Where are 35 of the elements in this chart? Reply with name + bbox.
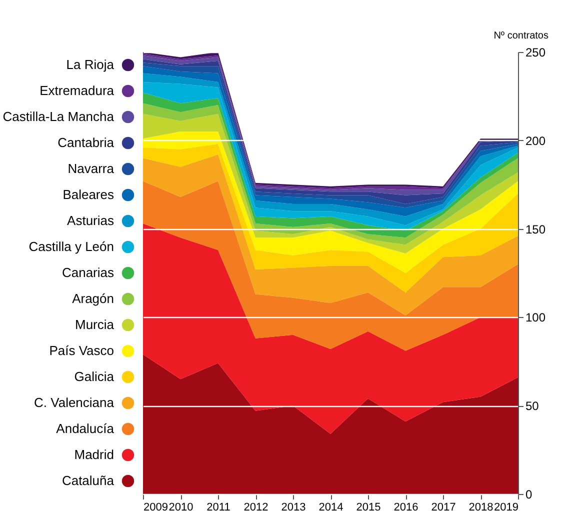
y-axis-title: Nº contratos (494, 30, 548, 42)
legend-label: Cataluña (62, 473, 115, 488)
legend-label: Asturias (67, 213, 114, 228)
x-tick-label: 2018 (468, 502, 494, 511)
legend-label: Cantabria (58, 135, 115, 150)
x-tick-label: 2013 (281, 502, 306, 511)
y-tick-label: 200 (526, 134, 546, 148)
legend-label: País Vasco (49, 343, 114, 358)
y-tick-label: 0 (526, 488, 532, 502)
x-tick-label: 2017 (431, 502, 456, 511)
legend-label: Aragón (72, 291, 114, 306)
x-tick-label: 2014 (318, 502, 344, 511)
legend-label: Extremadura (40, 83, 115, 98)
legend-label: C. Valenciana (34, 395, 115, 410)
legend-label: Canarias (62, 265, 114, 280)
x-tick-label: 2010 (168, 502, 194, 511)
x-tick-label: 2019 (494, 502, 518, 511)
y-tick-label: 50 (526, 399, 540, 414)
x-tick-label: 2012 (244, 502, 268, 511)
legend-label: Madrid (74, 447, 114, 462)
x-tick-label: 2016 (394, 502, 418, 511)
legend-label: La Rioja (66, 57, 115, 72)
x-tick-label: 2011 (206, 502, 230, 511)
legend-label: Andalucía (56, 421, 115, 436)
y-tick-label: 150 (526, 222, 546, 236)
y-tick-label: 250 (526, 46, 546, 60)
x-tick-label: 2009 (144, 502, 168, 511)
legend-label: Galicia (74, 369, 115, 384)
legend-label: Castilla-La Mancha (2, 109, 115, 124)
legend-label: Murcia (74, 317, 115, 332)
x-tick-label: 2015 (356, 502, 381, 511)
legend-label: Navarra (68, 161, 115, 176)
y-tick-label: 100 (526, 310, 546, 325)
legend-label: Baleares (62, 187, 114, 202)
legend-label: Castilla y León (28, 239, 114, 254)
